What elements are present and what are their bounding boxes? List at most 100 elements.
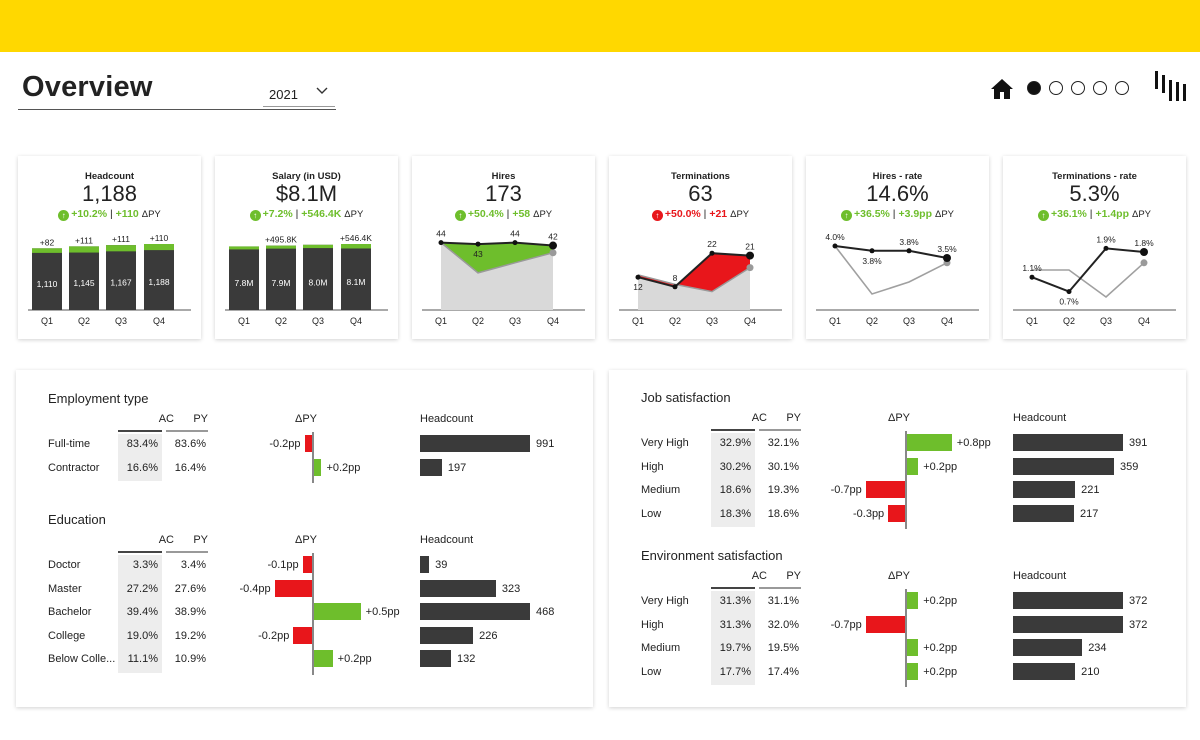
header-underline-ac: [118, 551, 162, 553]
headcount-bar: [420, 603, 530, 620]
page-dot-2[interactable]: [1049, 81, 1063, 95]
x-tick-label: Q3: [115, 316, 127, 326]
column-header-delta-py: ΔPY: [887, 412, 911, 424]
headcount-label: 234: [1088, 642, 1107, 654]
ac-column-background: [711, 433, 755, 527]
kpi-chart: Q1 Q2 Q3 Q4 44 43 44 42: [422, 229, 585, 326]
ac-point: [709, 250, 715, 256]
employment-education-panel: Employment type AC PY ΔPY Headcount Full-time…: [16, 370, 593, 707]
arrow-up-icon: ↑: [840, 210, 852, 221]
x-tick-label: Q2: [669, 316, 681, 326]
x-tick-label: Q3: [312, 316, 324, 326]
row-label: Medium: [641, 484, 681, 496]
header-underline-ac: [118, 430, 162, 432]
headcount-bar: [420, 458, 442, 476]
ac-point: [1140, 248, 1148, 256]
headcount-label: 991: [536, 438, 555, 450]
delta-bar-positive: [907, 434, 952, 451]
ac-point: [672, 284, 678, 290]
headcount-label: 468: [536, 606, 555, 618]
kpi-chart: Q1 Q2 Q3 Q4 4.0% 3.8% 3.8% 3.5%: [816, 232, 979, 326]
cell-ac: 17.7%: [719, 665, 751, 678]
education-title: Education: [48, 512, 106, 527]
page-dot-4[interactable]: [1093, 81, 1107, 95]
kpi-delta-abs: +58: [512, 208, 531, 220]
delta-bar-label: +0.5pp: [365, 606, 400, 618]
bar-value-label: 7.8M: [235, 278, 254, 288]
delta-bar-positive: [907, 457, 919, 475]
row-label: Very High: [641, 595, 689, 607]
ac-point: [475, 241, 481, 247]
kpi-delta-pct: +36.5%: [853, 208, 890, 220]
kpi-card-hires-rate: Hires - rate 14.6% ↑ +36.5% | +3.9pp ΔPY Q1 Q2…: [806, 156, 989, 339]
page-dot-3[interactable]: [1071, 81, 1085, 95]
row-label: High: [641, 618, 664, 631]
delta-axis: [312, 432, 314, 483]
kpi-delta-label: ΔPY: [1132, 209, 1152, 220]
delta-axis: [905, 431, 907, 529]
delta-bar-label: +0.2pp: [337, 653, 372, 665]
kpi-card-hires: Hires 173 ↑ +50.4% | +58 ΔPY Q1 Q2 Q3 Q4 44 43 44 42: [412, 156, 595, 339]
bar-delta: [69, 246, 99, 253]
delta-bar-positive: [907, 662, 919, 680]
bar-value-label: 1,145: [73, 278, 95, 288]
top-banner: [0, 0, 1200, 52]
kpi-delta: ↑ +50.4% | +58 ΔPY: [412, 208, 595, 221]
row-label: Below Colle...: [48, 653, 116, 665]
bar-value-label: 7.9M: [272, 278, 291, 288]
ac-line: [1031, 247, 1145, 293]
x-tick-label: Q1: [238, 316, 250, 326]
bar-delta: [32, 248, 62, 253]
page-dot-1[interactable]: [1027, 81, 1041, 95]
bar-ac: [106, 245, 136, 310]
headcount-bar: [420, 435, 530, 452]
delta-bar-label: +0.2pp: [923, 595, 958, 607]
x-tick-label: Q3: [509, 316, 521, 326]
x-tick-label: Q4: [547, 316, 559, 326]
ac-point: [869, 248, 875, 254]
cell-py: 19.5%: [767, 642, 799, 654]
cell-py: 27.6%: [174, 582, 206, 595]
bar-ac: [266, 245, 296, 310]
page-title: Overview: [22, 71, 153, 103]
headcount-label: 359: [1119, 460, 1139, 473]
headcount-bar: [1013, 481, 1076, 498]
delta-bar-label: +0.8pp: [956, 437, 991, 449]
header-underline-py: [166, 551, 208, 553]
cell-py: 32.0%: [767, 618, 799, 631]
headcount-label: 217: [1080, 507, 1099, 520]
point-value-label: 1.9%: [1096, 234, 1116, 244]
x-tick-label: Q2: [275, 316, 287, 326]
x-tick-label: Q1: [1026, 316, 1038, 326]
bar-value-label: 1,167: [110, 278, 132, 288]
bar-delta-label: +111: [75, 235, 93, 245]
ac-point: [906, 248, 912, 254]
ac-column-background: [711, 591, 755, 685]
delta-bar-label: -0.2pp: [258, 629, 290, 642]
bar-delta-label: +111: [112, 234, 130, 244]
year-dropdown[interactable]: 2021: [263, 80, 335, 107]
headcount-label: 132: [457, 653, 476, 665]
column-header-py: PY: [786, 412, 801, 424]
column-header-py: PY: [786, 570, 801, 582]
row-label: Medium: [641, 642, 681, 654]
point-value-label: 1.8%: [1134, 238, 1154, 248]
home-icon[interactable]: [990, 78, 1014, 100]
title-underline: [18, 109, 336, 110]
kpi-delta: ↑ +36.5% | +3.9pp ΔPY: [806, 208, 989, 221]
arrow-up-icon: ↑: [249, 210, 261, 221]
headcount-bar: [1013, 434, 1123, 451]
column-header-headcount: Headcount: [420, 413, 474, 425]
delta-bar-label: +0.2pp: [923, 665, 958, 678]
separator: |: [107, 208, 116, 220]
delta-bar-positive: [907, 592, 919, 609]
kpi-delta-abs: +110: [115, 208, 139, 220]
point-value-label: 44: [436, 229, 446, 239]
separator: |: [700, 208, 710, 220]
kpi-delta-pct: +10.2%: [71, 208, 108, 220]
page-dot-5[interactable]: [1115, 81, 1129, 95]
delta-bar-positive: [314, 603, 361, 620]
delta-bar-negative: [888, 504, 905, 522]
row-label: Contractor: [48, 461, 100, 474]
kpi-delta-label: ΔPY: [730, 209, 750, 220]
